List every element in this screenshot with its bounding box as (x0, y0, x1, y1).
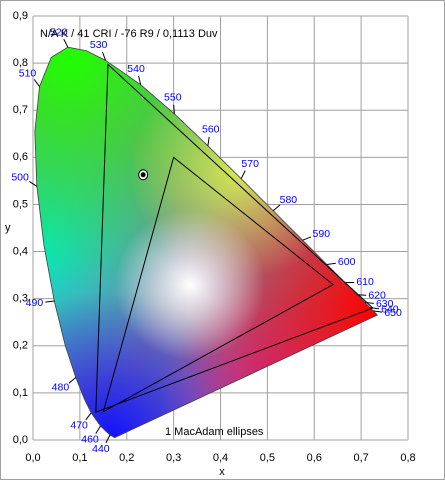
wavelength-label: 630 (376, 298, 394, 310)
wavelength-label: 620 (368, 290, 386, 302)
wavelength-label: 590 (313, 228, 331, 240)
locus-tick (68, 377, 77, 384)
y-tick-label: 0,6 (13, 151, 28, 163)
x-tick-label: 0,8 (400, 452, 415, 464)
wavelength-label: 550 (164, 92, 182, 104)
y-tick-label: 0,1 (13, 387, 28, 399)
wavelength-label: 560 (202, 124, 220, 136)
x-tick-label: 0,7 (353, 452, 368, 464)
locus-tick (29, 181, 38, 187)
locus-tick (272, 204, 281, 212)
locus-tick (302, 236, 312, 241)
chromaticity-point (140, 172, 146, 178)
y-tick-label: 0,4 (13, 245, 28, 257)
chart-title: N/A K / 41 CRI / -76 R9 / 0,1113 Duv (40, 28, 218, 40)
wavelength-label: 640 (381, 303, 399, 315)
x-tick-label: 0,1 (72, 452, 87, 464)
y-tick-label: 0,9 (13, 10, 28, 22)
wavelength-label: 580 (280, 194, 298, 206)
locus-tick (138, 75, 142, 85)
x-axis-label: x (219, 466, 225, 478)
gamut-triangle (95, 63, 374, 413)
wavelength-label: 510 (19, 68, 37, 80)
y-tick-label: 0,7 (13, 104, 28, 116)
locus-tick (173, 104, 175, 114)
locus-tick (33, 79, 40, 87)
locus-tick (101, 51, 106, 61)
locus-tick (369, 307, 380, 310)
wavelength-label: 480 (52, 381, 70, 393)
x-tick-label: 0,2 (119, 452, 134, 464)
wavelength-label: 500 (11, 171, 29, 183)
wavelength-label: 610 (356, 276, 374, 288)
annotation: 1 MacAdam ellipses (165, 426, 264, 438)
locus-tick (95, 425, 101, 434)
locus-tick (326, 262, 336, 266)
y-axis-label: y (5, 222, 11, 234)
locus-tick (105, 434, 111, 444)
wavelength-label: 520 (50, 27, 68, 39)
y-tick-label: 0,0 (13, 434, 28, 446)
y-tick-label: 0,8 (13, 57, 28, 69)
wavelength-label: 530 (90, 39, 108, 51)
locus-tick (240, 170, 246, 179)
wavelength-label: 570 (241, 158, 259, 170)
x-tick-label: 0,3 (166, 452, 181, 464)
locus-tick (45, 300, 55, 303)
wavelength-label: 490 (26, 297, 44, 309)
x-tick-label: 0,5 (260, 452, 275, 464)
y-tick-label: 0,5 (13, 198, 28, 210)
gamut-triangle (102, 156, 334, 413)
locus-tick (85, 412, 92, 421)
y-tick-label: 0,2 (13, 340, 28, 352)
wavelength-label: 650 (384, 307, 402, 319)
locus-tick (207, 136, 210, 146)
locus-tick (373, 310, 383, 313)
wavelength-label: 440 (92, 443, 110, 455)
wavelength-label: 600 (338, 256, 356, 268)
wavelength-label: 540 (127, 63, 145, 75)
x-tick-label: 0,6 (307, 452, 322, 464)
locus-tick (63, 38, 69, 48)
wavelength-label: 470 (70, 419, 88, 431)
y-tick-label: 0,3 (13, 293, 28, 305)
x-tick-label: 0,0 (25, 452, 40, 464)
x-tick-label: 0,4 (213, 452, 228, 464)
wavelength-label: 460 (81, 433, 99, 445)
